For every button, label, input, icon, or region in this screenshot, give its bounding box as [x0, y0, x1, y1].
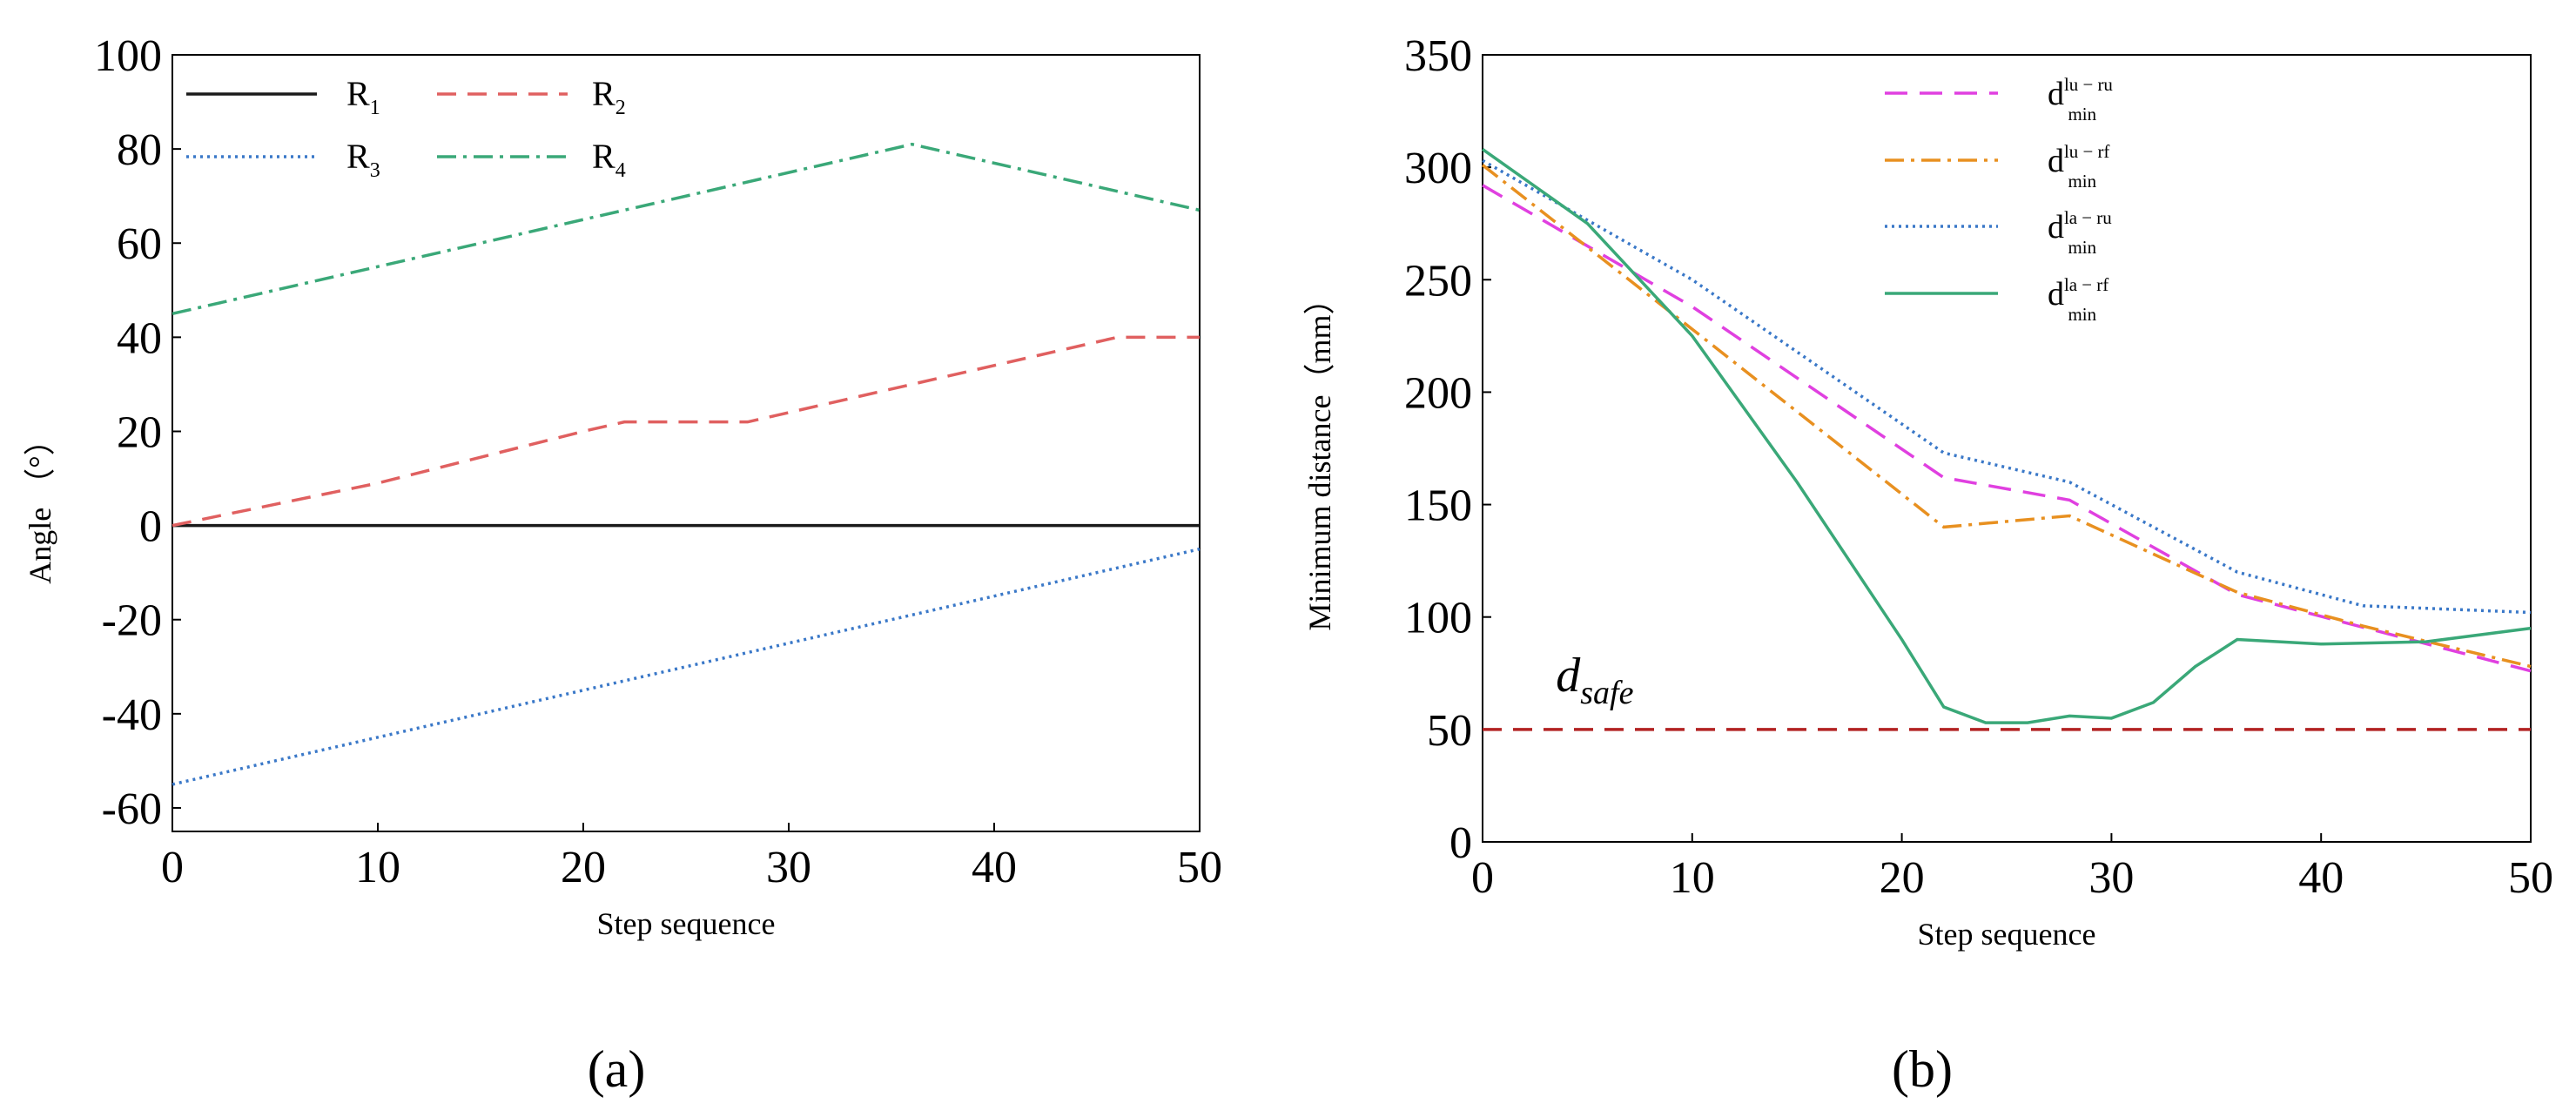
series-line-a-4: [172, 142, 1201, 316]
series-line-b-3: [1482, 158, 2532, 615]
x-tick-label: 30: [2088, 853, 2134, 903]
x-axis-label: Step sequence: [1918, 917, 2096, 952]
plot-frame: [172, 54, 1201, 832]
x-tick-label: 10: [355, 843, 400, 892]
dsafe-annotation: dsafe: [1556, 649, 1633, 711]
y-tick-label: 0: [1449, 818, 1472, 868]
legend-label: dla − rf min: [2048, 274, 2109, 325]
y-tick-label: -60: [102, 784, 162, 834]
y-tick-label: 350: [1404, 31, 1472, 81]
y-axis-label: Angle （°）: [23, 424, 57, 583]
x-tick-label: 0: [161, 843, 184, 892]
series-line-b-4: [1481, 148, 2532, 724]
series-line-a-3: [172, 547, 1201, 786]
y-tick-label: 100: [1404, 594, 1472, 643]
panel-caption: (b): [1892, 1040, 1953, 1098]
legend-label: R2: [592, 74, 626, 119]
legend: dlu − ru min dlu − rf min dla − ru min dla − r…: [1885, 74, 2113, 325]
x-tick-label: 40: [2298, 853, 2344, 903]
y-tick-label: 300: [1404, 144, 1472, 193]
series-line-b-1: [1482, 184, 2532, 673]
x-tick-label: 50: [2508, 853, 2553, 903]
legend-label: R3: [346, 137, 380, 182]
x-tick-label: 20: [1880, 853, 1925, 903]
panel-caption: (a): [588, 1040, 646, 1098]
legend-label: dla − ru min: [2048, 207, 2112, 258]
y-tick-label: 150: [1404, 481, 1472, 531]
x-tick-label: 0: [1471, 853, 1494, 903]
series-line-b-2: [1481, 164, 2532, 669]
y-tick-label: -20: [102, 596, 162, 646]
legend-label: dlu − rf min: [2048, 141, 2109, 192]
y-tick-label: 60: [117, 219, 162, 269]
y-tick-label: 20: [117, 407, 162, 457]
x-tick-label: 50: [1177, 843, 1222, 892]
legend: R1 R2 R3 R4: [186, 74, 626, 182]
x-tick-label: 10: [1670, 853, 1715, 903]
y-tick-label: 0: [139, 502, 162, 552]
y-tick-label: 50: [1427, 706, 1472, 756]
y-tick-label: 250: [1404, 256, 1472, 306]
legend-label: R4: [592, 137, 626, 182]
y-tick-label: 80: [117, 125, 162, 175]
x-tick-label: 20: [561, 843, 606, 892]
x-tick-label: 40: [972, 843, 1017, 892]
x-axis-label: Step sequence: [597, 906, 776, 941]
legend-label: dlu − ru min: [2048, 74, 2113, 124]
y-tick-label: 200: [1404, 368, 1472, 418]
series-line-a-2: [172, 335, 1200, 528]
y-tick-label: 40: [117, 313, 162, 363]
plot-frame: [1482, 54, 2532, 843]
y-tick-label: 100: [94, 31, 162, 81]
x-tick-label: 30: [766, 843, 811, 892]
chart-panel-a: 0 10 20 30 40 50 -60 -40 -20 0 20 40 60 80 100 Step seq…: [23, 31, 1222, 1098]
legend-label: R1: [346, 74, 380, 119]
y-axis-label: Minimum distance（mm）: [1302, 284, 1337, 631]
chart-panel-b: 0 10 20 30 40 50 0 50 100 150 200 250 300 350 Step seq…: [1302, 31, 2553, 1098]
y-tick-label: -40: [102, 690, 162, 740]
